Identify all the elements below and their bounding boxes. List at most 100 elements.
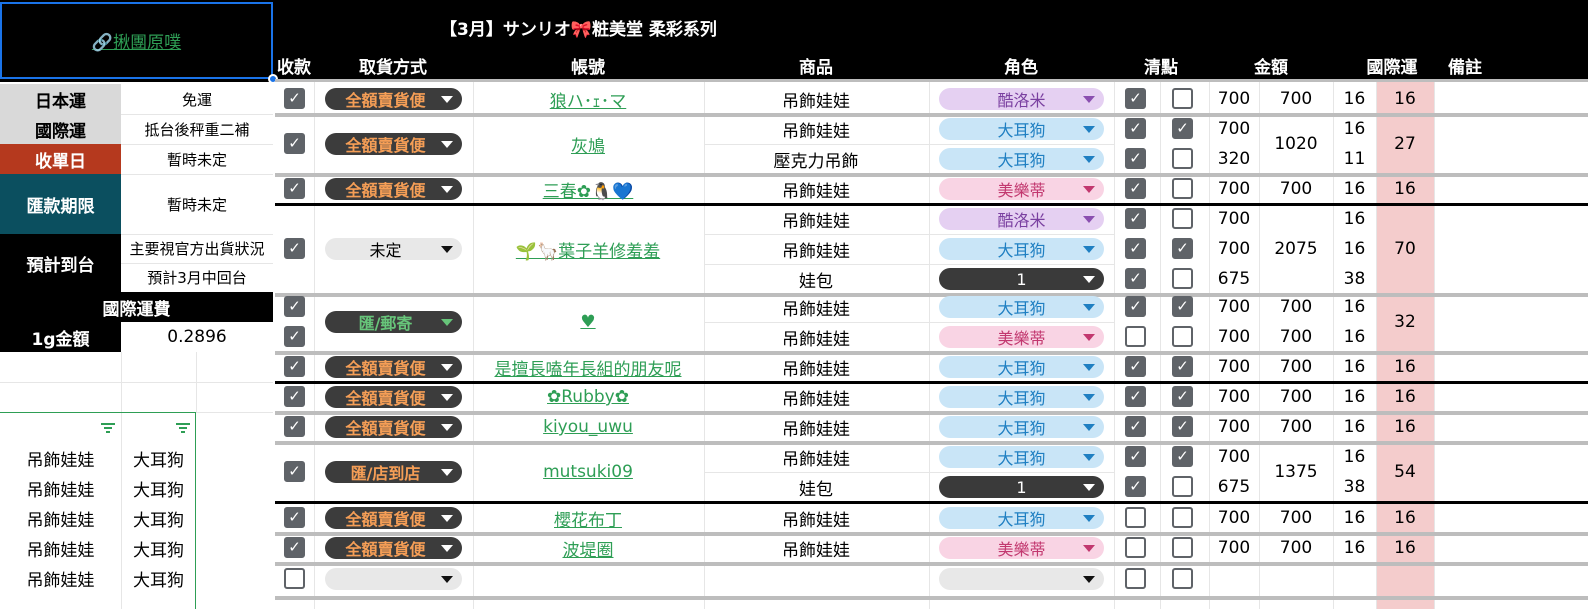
paid-checkbox[interactable]: ✓ — [284, 88, 305, 109]
pickup-method-select[interactable]: 匯/店到店 — [325, 461, 462, 483]
paid-checkbox[interactable] — [284, 568, 305, 589]
intl-fee-cell: 16 — [1394, 357, 1416, 377]
paid-checkbox[interactable]: ✓ — [284, 416, 305, 437]
grid-line — [704, 322, 1114, 323]
check-counted-checkbox[interactable]: ✓ — [1172, 446, 1193, 467]
paid-checkbox[interactable]: ✓ — [284, 507, 305, 528]
account-link[interactable]: ♥ — [580, 312, 596, 332]
check-received-checkbox[interactable]: ✓ — [1125, 238, 1146, 259]
filter-icon[interactable] — [101, 422, 115, 434]
paid-checkbox[interactable]: ✓ — [284, 326, 305, 347]
check-received-checkbox[interactable]: ✓ — [1125, 446, 1146, 467]
check-counted-checkbox[interactable] — [1172, 178, 1193, 199]
check-counted-checkbox[interactable] — [1172, 537, 1193, 558]
role-select[interactable]: 酷洛米 — [939, 88, 1104, 110]
role-select[interactable]: 1 — [939, 476, 1104, 498]
account-link[interactable]: 櫻花布丁 — [554, 510, 622, 531]
pickup-method-select[interactable]: 全額賣貨便 — [325, 507, 462, 529]
grid-line — [121, 263, 273, 264]
role-select[interactable]: 大耳狗 — [939, 386, 1104, 408]
paid-checkbox[interactable]: ✓ — [284, 461, 305, 482]
group-post-link[interactable]: 🔗揪團原噗 — [91, 33, 182, 53]
check-received-checkbox[interactable] — [1125, 326, 1146, 347]
check-received-checkbox[interactable]: ✓ — [1125, 476, 1146, 497]
role-select[interactable]: 美樂蒂 — [939, 326, 1104, 348]
pickup-method-select[interactable]: 全額賣貨便 — [325, 537, 462, 559]
check-counted-checkbox[interactable]: ✓ — [1172, 386, 1193, 407]
check-received-checkbox[interactable]: ✓ — [1125, 118, 1146, 139]
filter-product-cell: 吊飾娃娃 — [26, 540, 95, 561]
check-counted-checkbox[interactable] — [1172, 148, 1193, 169]
role-select[interactable]: 大耳狗 — [939, 118, 1104, 140]
check-received-checkbox[interactable]: ✓ — [1125, 208, 1146, 229]
account-link[interactable]: 三春✿🐧💙 — [542, 181, 634, 202]
amount-cell: 700 — [1217, 508, 1251, 528]
check-received-checkbox[interactable] — [1125, 507, 1146, 528]
role-select[interactable]: 大耳狗 — [939, 238, 1104, 260]
check-counted-checkbox[interactable]: ✓ — [1172, 416, 1193, 437]
account-link[interactable]: 灰鳩 — [571, 136, 605, 157]
role-select[interactable]: 大耳狗 — [939, 416, 1104, 438]
check-received-checkbox[interactable] — [1125, 537, 1146, 558]
account-link[interactable]: 波堤圈 — [562, 540, 614, 561]
check-received-checkbox[interactable]: ✓ — [1125, 416, 1146, 437]
check-received-checkbox[interactable]: ✓ — [1125, 296, 1146, 317]
pickup-method-select[interactable]: 全額賣貨便 — [325, 386, 462, 408]
check-counted-checkbox[interactable] — [1172, 208, 1193, 229]
role-select[interactable]: 大耳狗 — [939, 296, 1104, 318]
paid-checkbox[interactable]: ✓ — [284, 537, 305, 558]
check-received-checkbox[interactable]: ✓ — [1125, 148, 1146, 169]
check-counted-checkbox[interactable]: ✓ — [1172, 296, 1193, 317]
check-counted-checkbox[interactable]: ✓ — [1172, 118, 1193, 139]
paid-checkbox[interactable]: ✓ — [284, 356, 305, 377]
check-received-checkbox[interactable] — [1125, 568, 1146, 589]
check-received-checkbox[interactable]: ✓ — [1125, 178, 1146, 199]
check-counted-checkbox[interactable] — [1172, 476, 1193, 497]
paid-checkbox[interactable]: ✓ — [284, 238, 305, 259]
role-select[interactable]: 大耳狗 — [939, 446, 1104, 468]
product-cell: 吊飾娃娃 — [782, 540, 850, 561]
check-received-checkbox[interactable]: ✓ — [1125, 356, 1146, 377]
account-link[interactable]: ✿Rubby✿ — [547, 387, 629, 407]
check-counted-checkbox[interactable] — [1172, 507, 1193, 528]
role-select[interactable]: 大耳狗 — [939, 507, 1104, 529]
paid-checkbox[interactable]: ✓ — [284, 386, 305, 407]
check-counted-checkbox[interactable]: ✓ — [1172, 356, 1193, 377]
check-counted-checkbox[interactable] — [1172, 568, 1193, 589]
account-link[interactable]: 是擅長嗑年長組的朋友呢 — [494, 359, 682, 380]
paid-checkbox[interactable]: ✓ — [284, 296, 305, 317]
role-select[interactable]: 酷洛米 — [939, 208, 1104, 230]
check-counted-checkbox[interactable] — [1172, 88, 1193, 109]
col-header-role: 角色 — [1004, 57, 1038, 78]
role-select[interactable] — [939, 568, 1104, 590]
check-counted-checkbox[interactable]: ✓ — [1172, 238, 1193, 259]
role-select[interactable]: 大耳狗 — [939, 148, 1104, 170]
paid-checkbox[interactable]: ✓ — [284, 133, 305, 154]
pickup-method-select[interactable]: 全額賣貨便 — [325, 416, 462, 438]
chevron-down-icon — [1083, 576, 1095, 583]
check-counted-checkbox[interactable] — [1172, 268, 1193, 289]
check-received-checkbox[interactable]: ✓ — [1125, 386, 1146, 407]
filter-icon[interactable] — [176, 422, 190, 434]
role-select[interactable]: 大耳狗 — [939, 356, 1104, 378]
account-link[interactable]: 🌱🦙葉子羊修羞羞 — [515, 241, 661, 262]
check-counted-checkbox[interactable] — [1172, 326, 1193, 347]
pickup-method-select[interactable]: 全額賣貨便 — [325, 88, 462, 110]
account-link[interactable]: 狼ハ･ｪ･マ — [549, 91, 627, 112]
pickup-method-select[interactable]: 全額賣貨便 — [325, 356, 462, 378]
link-cell[interactable]: 🔗揪團原噗 — [0, 2, 273, 79]
account-link[interactable]: kiyou_uwu — [543, 417, 633, 437]
pickup-method-select[interactable]: 全額賣貨便 — [325, 133, 462, 155]
pickup-method-label: 全額賣貨便 — [345, 540, 426, 559]
pickup-method-select[interactable]: 匯/郵寄 — [325, 311, 462, 333]
pickup-method-select[interactable]: 全額賣貨便 — [325, 178, 462, 200]
role-select[interactable]: 1 — [939, 268, 1104, 290]
check-received-checkbox[interactable]: ✓ — [1125, 268, 1146, 289]
check-received-checkbox[interactable]: ✓ — [1125, 88, 1146, 109]
pickup-method-select[interactable]: 未定 — [325, 238, 462, 260]
paid-checkbox[interactable]: ✓ — [284, 178, 305, 199]
account-link[interactable]: mutsuki09 — [543, 462, 633, 482]
role-select[interactable]: 美樂蒂 — [939, 178, 1104, 200]
pickup-method-select[interactable] — [325, 568, 462, 590]
role-select[interactable]: 美樂蒂 — [939, 537, 1104, 559]
